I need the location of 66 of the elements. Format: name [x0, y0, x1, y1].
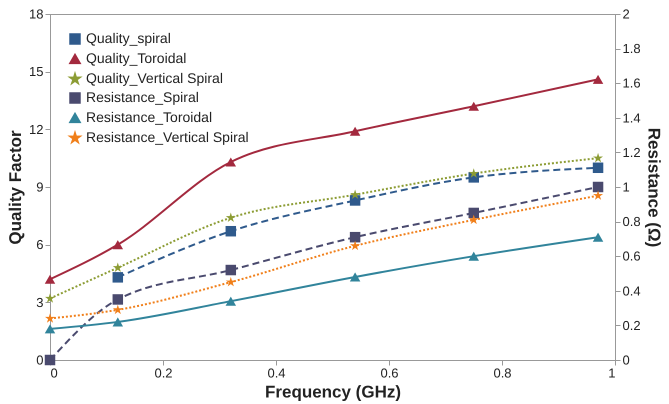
point	[112, 317, 124, 326]
point	[112, 294, 124, 305]
x-tick-label: 1	[608, 366, 616, 380]
legend-label: Resistance_Toroidal	[86, 109, 212, 125]
point	[45, 313, 55, 323]
point	[226, 226, 236, 236]
y-tick-label: 18	[29, 6, 44, 22]
point	[468, 214, 479, 224]
x-tick-label: 0.6	[380, 366, 399, 380]
y2-tick-label: 0.6	[622, 248, 641, 264]
y-axis-title: Quality Factor	[6, 130, 26, 245]
point	[226, 212, 236, 222]
legend-label: Resistance_Vertical Spiral	[86, 129, 249, 145]
y2-tick-label: 1.6	[622, 76, 641, 91]
y-tick-label: 12	[29, 122, 44, 137]
y2-tick-label: 2	[622, 6, 630, 22]
point	[226, 157, 236, 167]
point	[350, 272, 360, 282]
point	[350, 240, 360, 250]
point	[112, 262, 123, 272]
legend-label: Quality_spiral	[86, 30, 171, 46]
point	[593, 152, 604, 162]
point	[593, 190, 604, 200]
point	[44, 354, 56, 366]
x-tick-label: 0.2	[154, 366, 173, 380]
y-tick-label: 3	[36, 294, 44, 310]
point	[226, 296, 236, 306]
y2-tick-label: 0.4	[622, 283, 641, 298]
point	[592, 232, 604, 242]
point	[350, 232, 360, 242]
point	[112, 304, 123, 314]
y2-axis-title: Resistance (Ω)	[644, 128, 664, 248]
x-tick-label: 0.4	[267, 366, 286, 380]
y-tick-label: 9	[36, 180, 44, 194]
x-tick-label: 0	[50, 366, 58, 380]
point	[468, 102, 479, 111]
y2-tick-label: 0.8	[622, 214, 641, 230]
x-tick-label: 0.8	[493, 366, 512, 380]
y2-tick-label: 1.4	[622, 110, 641, 126]
point	[468, 168, 479, 178]
y-tick-label: 6	[36, 237, 44, 252]
point	[44, 324, 56, 334]
y2-tick-label: 0.2	[622, 318, 641, 333]
point	[112, 272, 124, 283]
point	[44, 274, 56, 284]
y-tick-label: 0	[36, 352, 44, 368]
point	[112, 240, 124, 250]
legend-label: Quality_Vertical Spiral	[86, 70, 223, 86]
legend-label: Quality_Toroidal	[86, 50, 186, 66]
point	[226, 276, 236, 286]
point	[350, 126, 360, 136]
point	[592, 162, 604, 174]
y2-tick-label: 0	[622, 352, 630, 368]
x-axis-title: Frequency (GHz)	[264, 382, 402, 402]
y2-tick-label: 1.8	[622, 41, 641, 56]
point	[226, 264, 236, 276]
point	[45, 293, 55, 303]
point	[592, 74, 604, 84]
y2-tick-label: 1	[622, 180, 630, 194]
point	[468, 208, 479, 218]
y2-tick-label: 1.2	[622, 144, 641, 160]
legend-label: Resistance_Spiral	[86, 89, 199, 105]
point	[350, 189, 360, 199]
y-tick-label: 15	[29, 64, 44, 80]
point	[468, 252, 479, 261]
point	[592, 182, 604, 192]
